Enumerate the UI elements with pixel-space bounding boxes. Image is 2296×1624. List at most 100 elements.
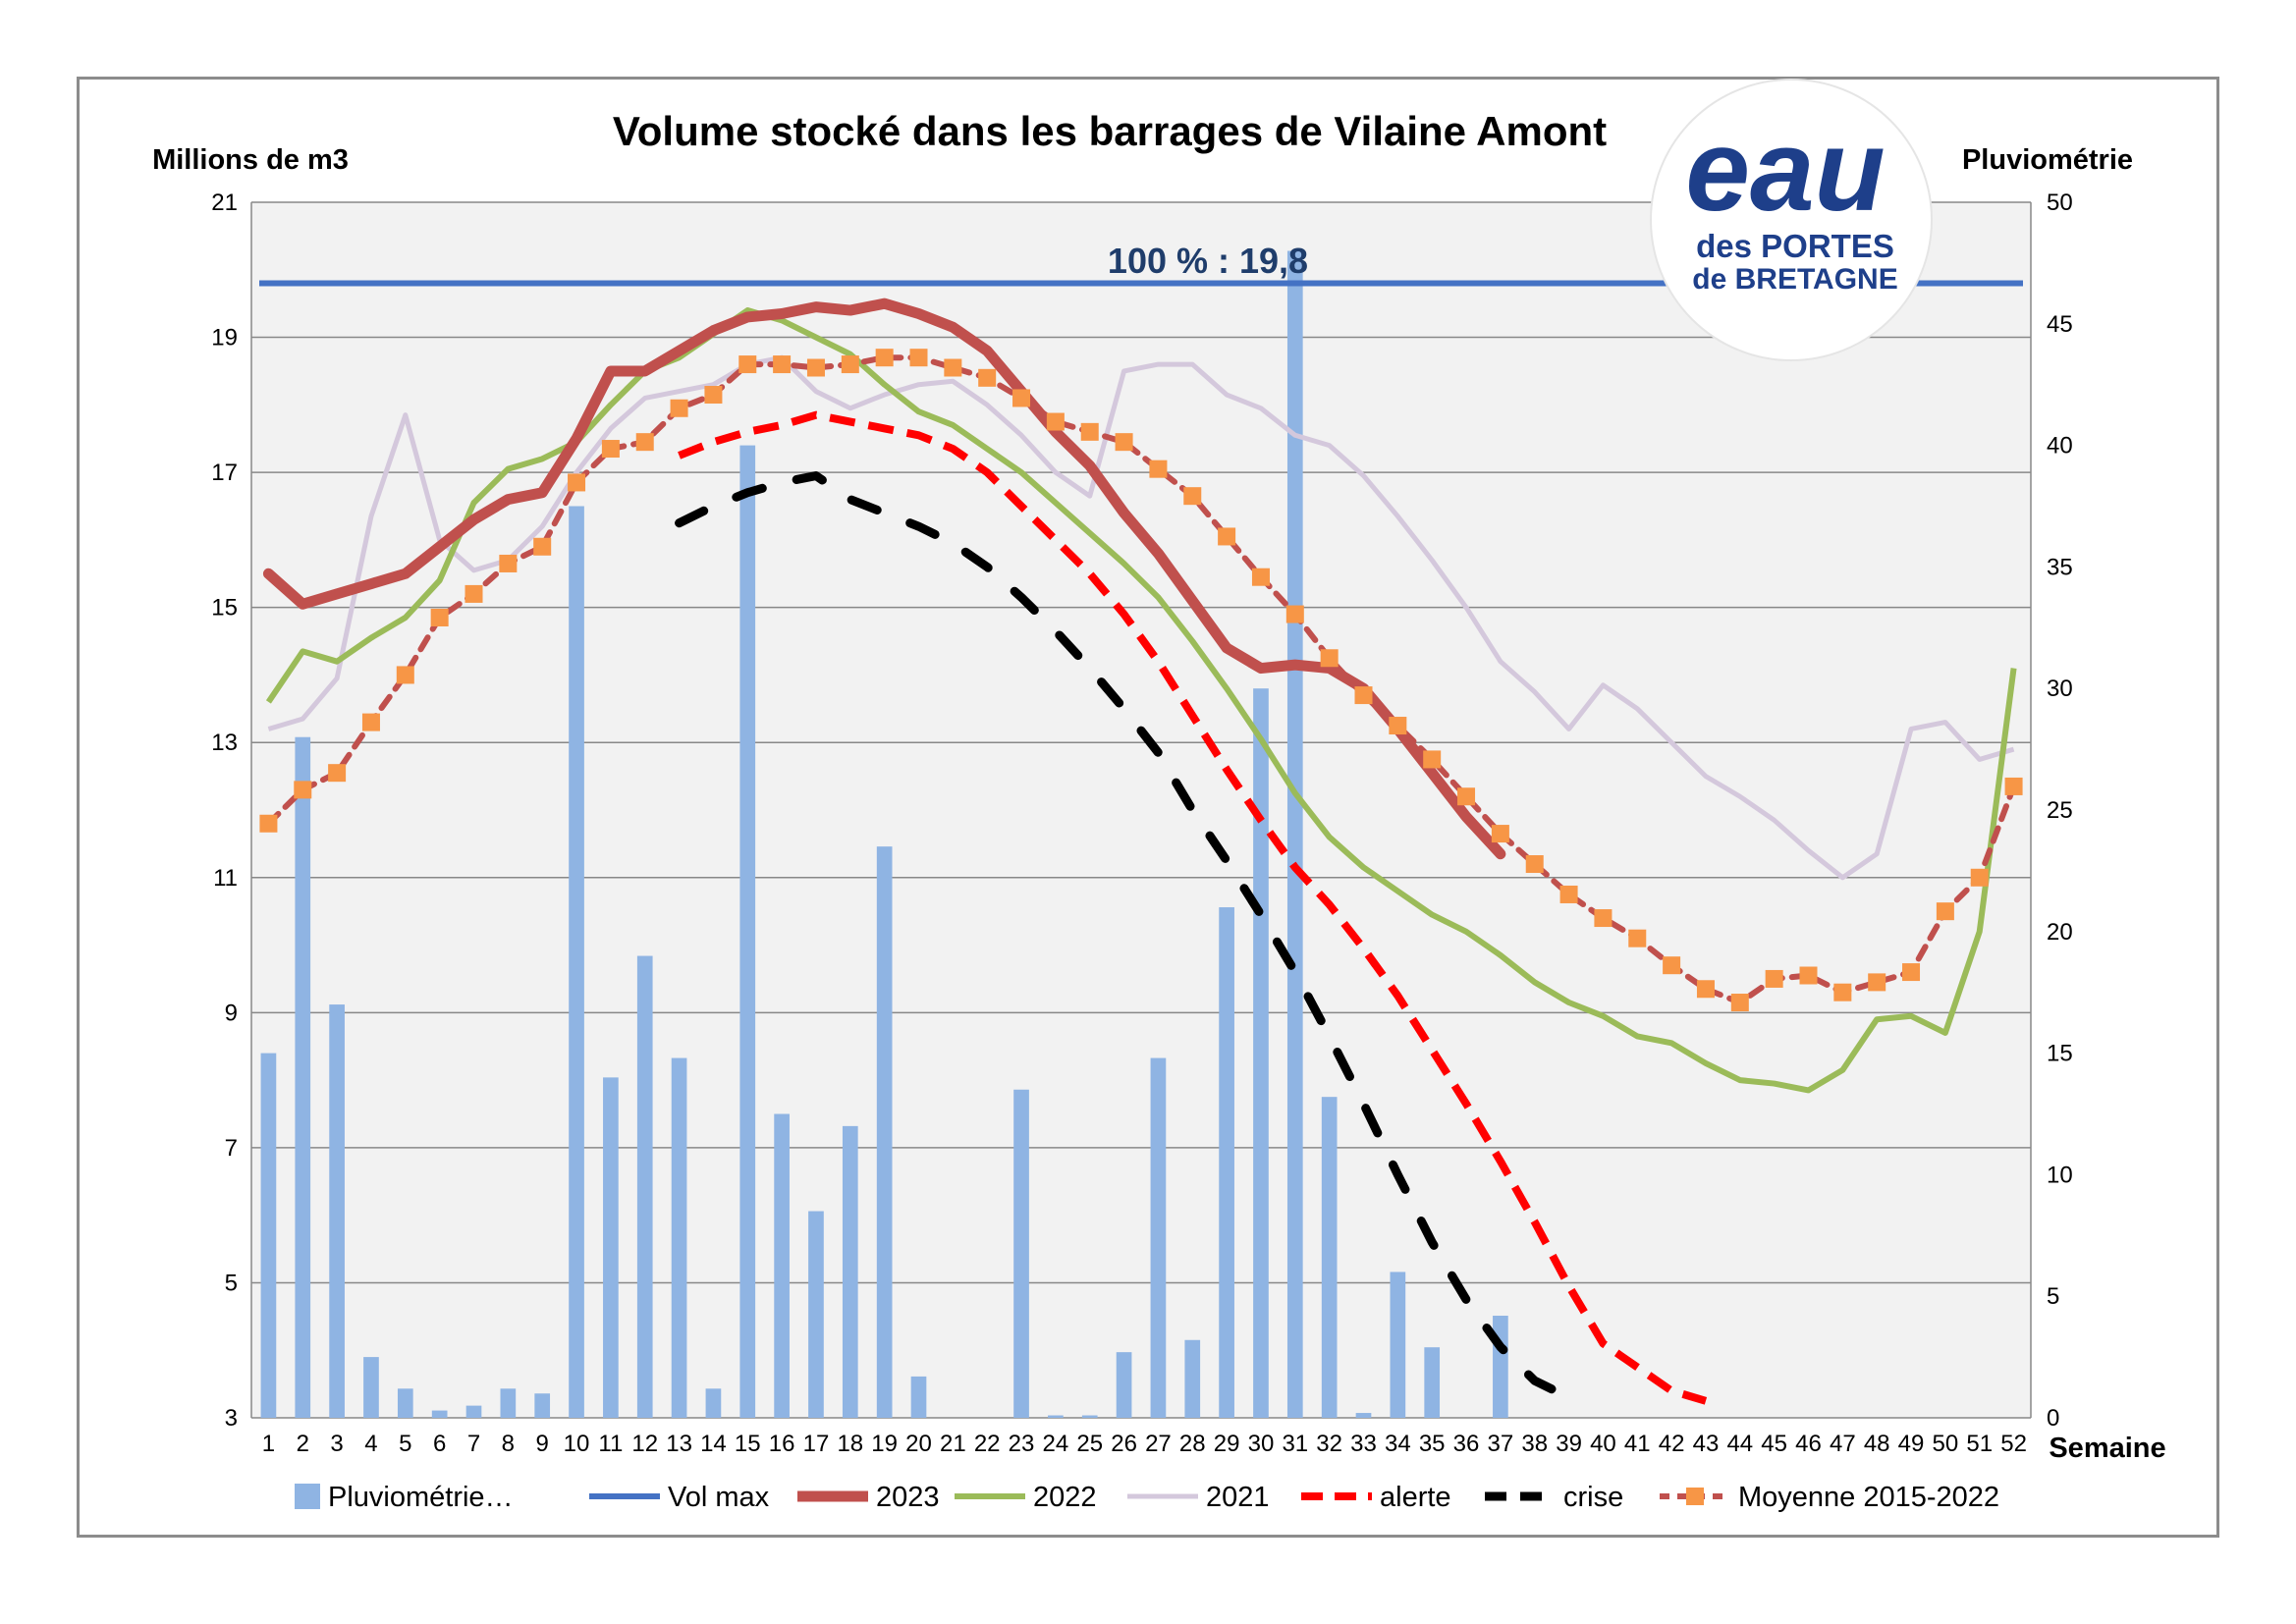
x-tick-label: 37 [1488,1431,1514,1457]
x-tick-label: 51 [1966,1431,1993,1457]
y-axis-right-ticks: 0 5 10 15 20 25 30 35 40 45 50 [2047,189,2073,1432]
y-tick-label-left: 11 [213,865,238,892]
marker-moyenne [1970,868,1989,887]
x-tick-label: 31 [1282,1431,1308,1457]
x-tick-label: 23 [1009,1431,1035,1457]
marker-moyenne [978,368,997,387]
rain-bar [569,506,584,1418]
x-tick-label: 32 [1316,1431,1342,1457]
rain-bar [1321,1097,1338,1418]
marker-moyenne [875,349,894,367]
rain-bar [1081,1415,1098,1418]
x-tick-label: 45 [1761,1431,1787,1457]
y-tick-label-right: 35 [2047,554,2073,580]
legend-item: Vol max [589,1482,770,1513]
marker-moyenne [1046,412,1065,431]
y-tick-label-left: 3 [225,1405,238,1432]
legend-label: 2023 [876,1482,940,1513]
line-moyenne [265,354,2017,1006]
marker-moyenne [773,355,792,374]
y-tick-label-right: 5 [2047,1283,2059,1310]
marker-moyenne [704,386,723,405]
y-tick-label-left: 7 [225,1135,238,1162]
volmax-annotation: 100 % : 19,8 [1108,241,1308,281]
legend-item: 2022 [955,1482,1097,1513]
legend-label: 2021 [1206,1482,1270,1513]
x-tick-label: 27 [1145,1431,1172,1457]
marker-moyenne [1594,909,1613,928]
marker-moyenne [1696,980,1715,999]
marker-moyenne [635,433,654,452]
marker-moyenne [1902,963,1921,982]
marker-moyenne [465,584,483,603]
x-tick-label: 35 [1419,1431,1446,1457]
marker-moyenne [1628,929,1647,947]
x-tick-label: 5 [399,1431,411,1457]
x-tick-label: 12 [631,1431,658,1457]
rain-bar [1219,907,1234,1418]
y-axis-left-title: Millions de m3 [152,144,349,176]
rain-bar [1424,1347,1441,1418]
marker-moyenne [1354,686,1373,705]
x-tick-label: 44 [1726,1431,1753,1457]
marker-moyenne [806,358,825,377]
rain-bar [1253,688,1269,1418]
marker-moyenne [1080,422,1099,441]
marker-moyenne [1457,787,1476,806]
rain-bar [739,445,756,1419]
legend-swatch [295,1484,320,1509]
line-2021 [267,354,2015,881]
x-tick-label: 11 [598,1431,623,1457]
marker-moyenne [1115,433,1133,452]
y-tick-label-right: 25 [2047,797,2073,824]
x-tick-label: 7 [467,1431,480,1457]
marker-moyenne [1491,825,1509,843]
x-tick-label: 43 [1693,1431,1720,1457]
line-alerte [678,410,1708,1405]
logo-wordmark: eau [1685,106,1885,236]
x-tick-label: 8 [502,1431,515,1457]
marker-moyenne [1149,460,1168,478]
legend-item: Moyenne 2015-2022 [1660,1482,1999,1513]
marker-moyenne [1218,527,1236,546]
x-tick-label: 29 [1214,1431,1240,1457]
x-tick-label: 9 [536,1431,549,1457]
rain-bar [876,846,893,1418]
rain-bar [910,1376,927,1418]
rain-bar [500,1388,517,1418]
legend-item: 2021 [1127,1482,1270,1513]
marker-moyenne [1525,855,1544,874]
marker-moyenne [2004,777,2023,795]
marker-moyenne [738,355,757,374]
x-tick-label: 13 [666,1431,692,1457]
x-tick-label: 24 [1043,1431,1069,1457]
legend-item: crise [1485,1482,1623,1513]
marker-moyenne [909,349,928,367]
eau-des-portes-de-bretagne-logo: eau des PORTES de BRETAGNE [1650,79,1933,361]
x-tick-label: 4 [364,1431,377,1457]
marker-moyenne [328,764,347,783]
y-tick-label-right: 50 [2047,189,2073,216]
y-tick-label-left: 17 [211,460,238,486]
legend-label: Vol max [668,1482,770,1513]
rain-bar [431,1410,448,1418]
x-tick-label: 46 [1795,1431,1822,1457]
x-tick-label: 3 [330,1431,343,1457]
marker-moyenne [1389,717,1407,735]
marker-moyenne [1251,568,1270,586]
rain-bar [397,1388,413,1418]
x-tick-label: 1 [262,1431,275,1457]
legend-label: 2022 [1033,1482,1097,1513]
y-tick-label-left: 19 [211,325,238,352]
marker-moyenne [1799,966,1818,985]
rain-bar [1048,1415,1064,1418]
rain-bar [705,1388,722,1418]
x-tick-label: 36 [1453,1431,1480,1457]
y-tick-label-left: 9 [225,1000,238,1026]
x-tick-label: 41 [1624,1431,1651,1457]
marker-moyenne [259,814,278,833]
y-tick-label-right: 15 [2047,1041,2073,1067]
marker-moyenne [601,440,620,459]
marker-moyenne [841,355,859,374]
